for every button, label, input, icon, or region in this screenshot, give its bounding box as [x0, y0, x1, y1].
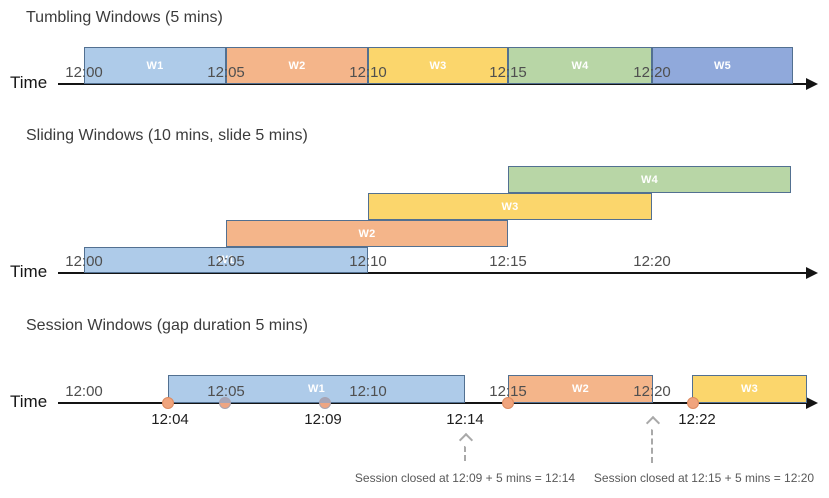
- arrowhead-up-icon: [458, 432, 474, 448]
- axis-tick-label: 12:10: [349, 64, 387, 81]
- axis-tick-label: 12:20: [633, 64, 671, 81]
- window-bar-tumbling-w5: W5: [652, 47, 793, 84]
- window-label: W3: [501, 200, 519, 213]
- axis-tick-label: 12:15: [489, 253, 527, 270]
- axis-tick-label: 12:20: [633, 253, 671, 270]
- event-dot-icon: [162, 397, 174, 409]
- time-axis-tumbling: [58, 83, 808, 85]
- window-bar-sliding-w3: W3: [368, 193, 652, 220]
- window-label: W3: [740, 383, 759, 395]
- arrowhead-up-icon: [645, 415, 661, 431]
- window-bar-tumbling-w1: W1: [84, 47, 226, 84]
- axis-tick-label: 12:15: [489, 64, 527, 81]
- window-label: W1: [146, 59, 164, 72]
- window-label: W1: [307, 383, 326, 395]
- session-closed-annotation-2: Session closed at 12:15 + 5 mins = 12:20: [593, 471, 815, 485]
- time-axis-sliding: [58, 272, 808, 274]
- session-closed-annotation-1: Session closed at 12:09 + 5 mins = 12:14: [354, 471, 576, 485]
- time-axis-label-tumbling: Time: [10, 73, 48, 92]
- event-dot-icon: [687, 397, 699, 409]
- axis-arrowhead-icon: [806, 78, 818, 90]
- window-bar-tumbling-w4: W4: [508, 47, 652, 84]
- event-dot-icon: [319, 397, 331, 409]
- axis-tick-label: 12:20: [633, 383, 671, 400]
- window-label: W4: [640, 173, 659, 186]
- window-bar-session-w3: W3: [692, 375, 807, 403]
- time-axis-label-sliding: Time: [10, 262, 48, 281]
- window-label: W4: [571, 59, 589, 72]
- time-axis-label-session: Time: [10, 392, 48, 411]
- event-time-label: 12:14: [446, 411, 484, 428]
- axis-tick-label: 12:05: [207, 64, 245, 81]
- tumbling-windows-title: Tumbling Windows (5 mins): [26, 9, 223, 26]
- annotation-arrow: [458, 432, 474, 461]
- session-windows-title: Session Windows (gap duration 5 mins): [26, 317, 308, 334]
- event-time-label: 12:09: [304, 411, 342, 428]
- axis-tick-label: 12:05: [207, 253, 245, 270]
- axis-tick-label: 12:00: [65, 383, 103, 400]
- window-label: W2: [358, 227, 376, 240]
- window-bar-sliding-w1: W1: [84, 247, 368, 273]
- window-bar-sliding-w4: W4: [508, 166, 791, 193]
- event-time-label: 12:22: [678, 411, 716, 428]
- window-bar-sliding-w2: W2: [226, 220, 508, 247]
- window-label: W3: [429, 59, 447, 72]
- window-label: W2: [288, 59, 306, 72]
- axis-tick-label: 12:15: [489, 383, 527, 400]
- event-dot-icon: [219, 397, 231, 409]
- axis-arrowhead-icon: [806, 267, 818, 279]
- axis-tick-label: 12:00: [65, 253, 103, 270]
- window-bar-tumbling-w3: W3: [368, 47, 508, 84]
- axis-tick-label: 12:00: [65, 64, 103, 81]
- event-dot-icon: [502, 397, 514, 409]
- annotation-arrow: [645, 415, 661, 463]
- axis-tick-label: 12:05: [207, 383, 245, 400]
- window-label: W5: [713, 59, 732, 72]
- event-time-label: 12:04: [151, 411, 189, 428]
- axis-tick-label: 12:10: [349, 383, 387, 400]
- window-label: W2: [571, 383, 590, 395]
- window-bar-session-w1: W1: [168, 375, 465, 403]
- window-bar-tumbling-w2: W2: [226, 47, 368, 84]
- axis-tick-label: 12:10: [349, 253, 387, 270]
- time-axis-session: [58, 402, 808, 404]
- axis-arrowhead-icon: [806, 397, 818, 409]
- sliding-windows-title: Sliding Windows (10 mins, slide 5 mins): [26, 127, 308, 144]
- window-label: W1: [217, 254, 235, 266]
- window-bar-session-w2: W2: [508, 375, 653, 403]
